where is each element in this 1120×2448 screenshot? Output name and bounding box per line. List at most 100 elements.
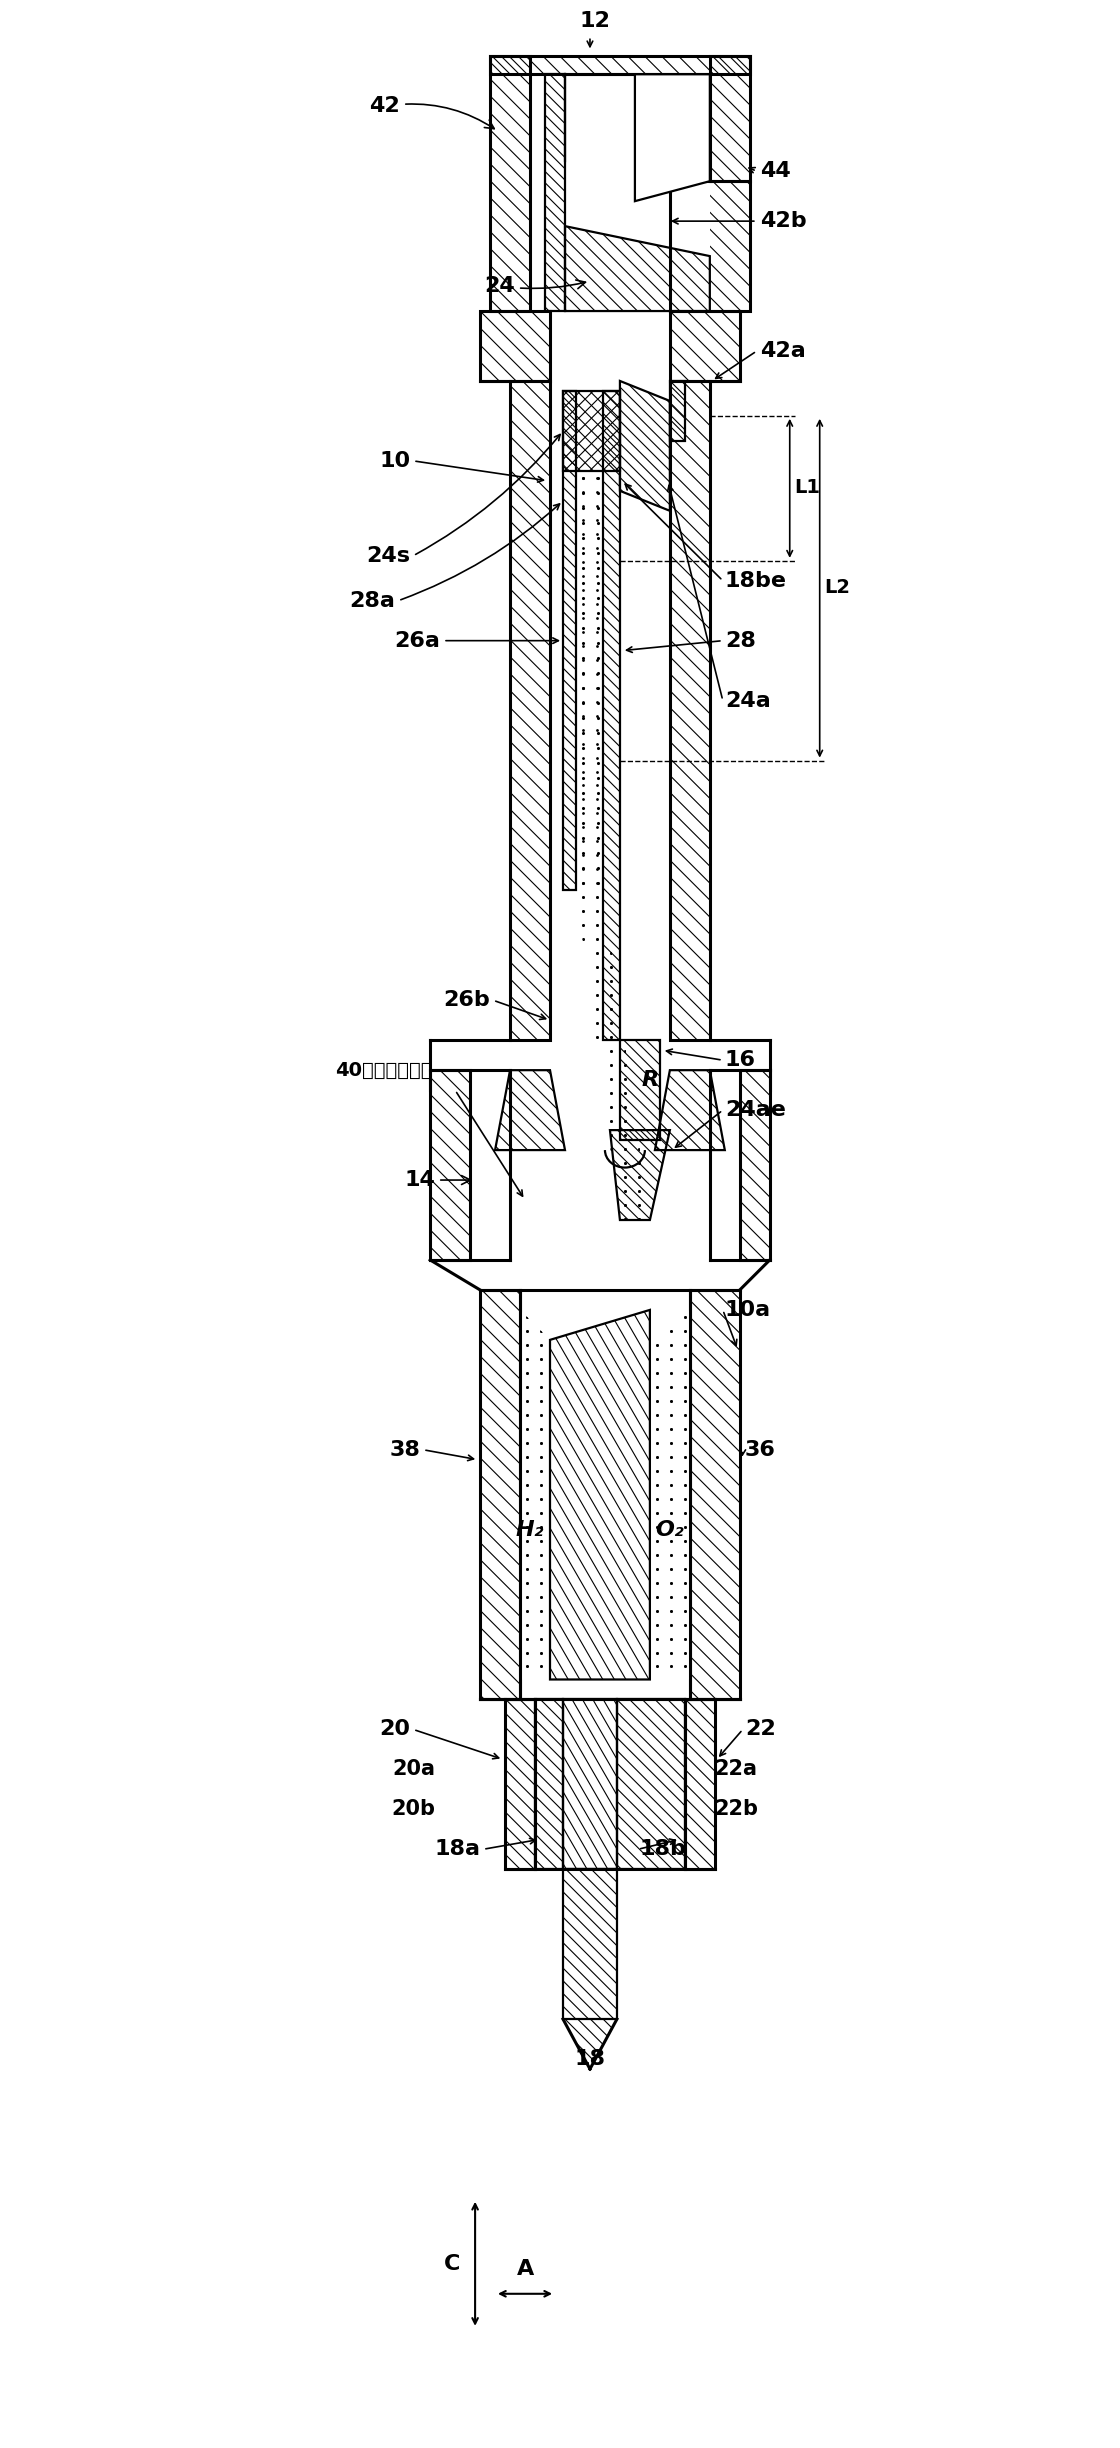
Point — [532, 1410, 550, 1449]
Point — [662, 1508, 680, 1547]
Point — [588, 695, 606, 734]
Point — [629, 1143, 647, 1182]
Point — [532, 1535, 550, 1574]
Point — [532, 1452, 550, 1491]
Point — [629, 1129, 647, 1168]
Point — [588, 947, 606, 987]
Point — [648, 1508, 666, 1547]
Point — [519, 1493, 536, 1532]
Point — [575, 849, 592, 889]
Text: H₂: H₂ — [516, 1520, 544, 1540]
Point — [575, 458, 592, 497]
Point — [675, 1464, 693, 1503]
Point — [675, 1606, 693, 1645]
Point — [675, 1297, 693, 1337]
Point — [532, 1520, 550, 1559]
Point — [575, 610, 592, 649]
Point — [532, 1381, 550, 1420]
Point — [662, 1508, 680, 1547]
Text: 24a: 24a — [725, 690, 771, 710]
Point — [589, 458, 607, 497]
Point — [662, 1493, 680, 1532]
Point — [575, 592, 592, 632]
Point — [616, 1185, 634, 1224]
Point — [601, 1031, 619, 1070]
Point — [616, 1045, 634, 1084]
Point — [675, 1520, 693, 1559]
Point — [662, 1410, 680, 1449]
Point — [675, 1437, 693, 1476]
Point — [648, 1520, 666, 1559]
Point — [675, 1591, 693, 1630]
Text: 22b: 22b — [715, 1799, 759, 1819]
Point — [589, 563, 607, 602]
Point — [575, 475, 592, 514]
Point — [575, 832, 592, 871]
Point — [588, 487, 606, 526]
Point — [648, 1324, 666, 1364]
Point — [675, 1354, 693, 1393]
Point — [601, 1075, 619, 1114]
Point — [662, 1577, 680, 1616]
Point — [532, 1520, 550, 1559]
Point — [519, 1535, 536, 1574]
Point — [648, 1410, 666, 1449]
Point — [662, 1606, 680, 1645]
Text: 12: 12 — [579, 12, 610, 32]
Point — [519, 1297, 536, 1337]
Point — [629, 1185, 647, 1224]
Point — [601, 1031, 619, 1070]
Point — [675, 1493, 693, 1532]
Point — [589, 654, 607, 693]
Point — [648, 1577, 666, 1616]
Point — [589, 683, 607, 722]
Point — [648, 1381, 666, 1420]
Point — [662, 1324, 680, 1364]
Point — [575, 570, 592, 610]
Point — [616, 1158, 634, 1197]
Point — [662, 1464, 680, 1503]
Point — [675, 1633, 693, 1672]
Point — [519, 1562, 536, 1601]
Point — [616, 1102, 634, 1141]
Point — [588, 458, 606, 497]
Point — [648, 1562, 666, 1601]
Point — [648, 1493, 666, 1532]
Point — [662, 1479, 680, 1518]
Text: 10a: 10a — [725, 1300, 771, 1319]
Point — [575, 788, 592, 827]
Point — [616, 1173, 634, 1212]
Point — [616, 1075, 634, 1114]
Point — [616, 1075, 634, 1114]
Point — [601, 989, 619, 1028]
Point — [588, 627, 606, 666]
Point — [588, 793, 606, 832]
Point — [519, 1410, 536, 1449]
Point — [575, 793, 592, 832]
Point — [616, 1185, 634, 1224]
Point — [616, 1158, 634, 1197]
Point — [662, 1422, 680, 1461]
Text: L2: L2 — [824, 578, 851, 597]
Point — [575, 654, 592, 693]
Point — [648, 1618, 666, 1657]
Point — [575, 823, 592, 862]
Point — [588, 891, 606, 930]
Point — [648, 1493, 666, 1532]
Point — [588, 556, 606, 595]
Point — [519, 1312, 536, 1351]
Point — [532, 1493, 550, 1532]
Point — [588, 933, 606, 972]
Point — [589, 803, 607, 842]
Point — [588, 737, 606, 776]
Point — [662, 1395, 680, 1435]
Point — [648, 1633, 666, 1672]
Point — [675, 1520, 693, 1559]
Point — [601, 1045, 619, 1084]
Point — [662, 1591, 680, 1630]
Point — [575, 668, 592, 707]
Point — [601, 1018, 619, 1058]
Point — [519, 1368, 536, 1408]
Point — [519, 1618, 536, 1657]
Point — [616, 1116, 634, 1155]
